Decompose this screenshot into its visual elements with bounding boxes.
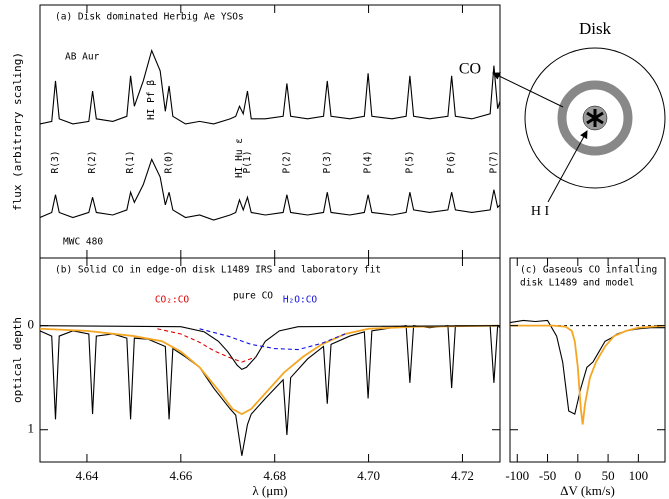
spectrum-line xyxy=(40,48,500,125)
x-tick-label: 4.70 xyxy=(357,468,380,483)
line-id: HI Pf β xyxy=(146,80,157,120)
x-tick-label: 4.72 xyxy=(451,468,474,483)
line-id: R(0) xyxy=(164,151,175,174)
panel-a-frame xyxy=(39,4,501,259)
x-axis-label: ΔV (km/s) xyxy=(560,483,615,498)
x-axis-label: λ (μm) xyxy=(252,483,287,498)
x-tick-label: 100 xyxy=(629,468,649,483)
plot-area xyxy=(40,324,500,456)
panel-title: (c) Gaseous CO infalling xyxy=(520,265,657,276)
series-label: MWC 480 xyxy=(63,237,103,248)
panel-title: (b) Solid CO in edge-on disk L1489 IRS a… xyxy=(55,265,381,276)
spectrum-line xyxy=(40,157,500,221)
panel-title: disk L1489 and model xyxy=(520,278,634,289)
plot-area xyxy=(40,48,500,221)
star xyxy=(586,109,604,127)
line-id: P(2) xyxy=(281,151,292,174)
diagram-label: CO xyxy=(459,61,481,78)
panel-title: (a) Disk dominated Herbig Ae YSOs xyxy=(55,12,244,23)
spectrum-line xyxy=(510,319,665,415)
spectrum-line xyxy=(199,328,346,351)
line-id: R(3) xyxy=(50,151,61,174)
y-axis-label: optical depth xyxy=(11,317,24,403)
plot-area xyxy=(510,319,665,425)
line-id: P(3) xyxy=(322,151,333,174)
x-tick-label: -100 xyxy=(505,468,529,483)
spectrum-line xyxy=(157,328,257,363)
line-id: P(5) xyxy=(404,151,415,174)
diagram-label: H I xyxy=(531,204,550,219)
spectrum-line xyxy=(510,324,665,425)
hi-arrow xyxy=(547,130,588,203)
y-axis-label: flux (arbitrary scaling) xyxy=(11,52,24,211)
line-id: HI Hu ε xyxy=(234,138,245,178)
spectrum-line xyxy=(40,324,500,416)
co-arrow xyxy=(492,72,564,108)
outer-disk xyxy=(524,47,666,189)
series-label: AB Aur xyxy=(65,52,100,63)
co-ring xyxy=(557,80,633,156)
line-id: P(1) xyxy=(242,151,253,174)
panel-b-frame xyxy=(39,257,501,463)
spectrum-line xyxy=(40,325,500,371)
x-tick-label: 0 xyxy=(575,468,582,483)
panel-c-frame xyxy=(509,257,666,463)
line-id: R(2) xyxy=(87,151,98,174)
y-tick-label: 0 xyxy=(28,317,35,332)
x-tick-label: 50 xyxy=(602,468,615,483)
y-tick-label: 1 xyxy=(28,421,35,436)
line-id: P(7) xyxy=(488,151,499,174)
x-tick-label: -50 xyxy=(539,468,556,483)
spectrum-line xyxy=(40,324,500,456)
series-label: pure CO xyxy=(233,291,273,302)
line-id: P(6) xyxy=(446,151,457,174)
diagram-title: Disk xyxy=(579,19,612,38)
x-tick-label: 4.68 xyxy=(263,468,286,483)
series-label: CO₂:CO xyxy=(155,295,190,306)
x-tick-label: 4.66 xyxy=(169,468,192,483)
line-id: P(4) xyxy=(363,151,374,174)
disk-diagram: Disk CO H I xyxy=(459,19,666,219)
line-id: R(1) xyxy=(125,151,136,174)
x-tick-label: 4.64 xyxy=(76,468,99,483)
series-label: H₂O:CO xyxy=(283,295,318,306)
